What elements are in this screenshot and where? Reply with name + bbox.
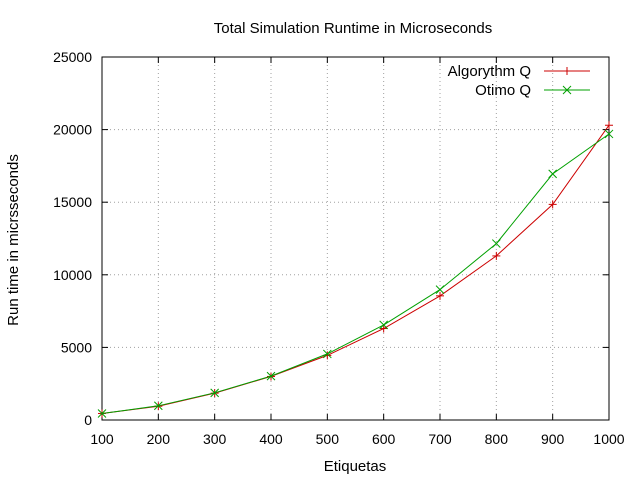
y-tick-label: 10000 <box>53 267 92 283</box>
y-axis: 0 5000 10000 15000 20000 25000 <box>53 49 609 428</box>
x-tick-label: 600 <box>372 431 396 447</box>
y-axis-label: Run time in micrsseconds <box>5 154 22 326</box>
y-tick-label: 25000 <box>53 49 92 65</box>
legend-label: Otimo Q <box>475 82 531 99</box>
y-tick-label: 0 <box>84 412 92 428</box>
series-line <box>101 124 610 414</box>
series-group <box>97 121 614 418</box>
data-point <box>97 409 107 418</box>
series-line <box>101 133 610 414</box>
series-2 <box>97 129 614 418</box>
data-point <box>153 401 163 411</box>
data-point <box>266 371 276 381</box>
legend-marker <box>563 67 571 75</box>
x-tick-label: 400 <box>259 431 283 447</box>
plot-frame <box>101 56 610 421</box>
x-tick-label: 800 <box>485 431 509 447</box>
legend: Algorythm Q Otimo Q <box>448 63 590 99</box>
x-tick-label: 700 <box>428 431 452 447</box>
data-point <box>379 324 388 333</box>
data-point <box>379 320 389 330</box>
x-tick-label: 500 <box>316 431 340 447</box>
data-point <box>548 169 558 179</box>
x-tick-label: 200 <box>147 431 171 447</box>
data-point <box>548 200 557 209</box>
legend-marker <box>562 85 572 95</box>
y-tick-label: 20000 <box>53 122 92 138</box>
x-tick-label: 900 <box>541 431 565 447</box>
x-tick-label: 300 <box>203 431 227 447</box>
series-1 <box>98 121 613 418</box>
y-tick-label: 5000 <box>61 339 92 355</box>
data-point <box>491 239 501 248</box>
data-point <box>210 388 220 398</box>
x-tick-label: 100 <box>90 431 114 447</box>
data-point <box>492 251 501 260</box>
data-point <box>604 129 614 139</box>
data-point <box>436 291 444 300</box>
grid <box>102 57 609 420</box>
chart-title: Total Simulation Runtime in Microseconds <box>214 20 492 37</box>
data-point <box>605 121 613 130</box>
data-point <box>322 349 332 359</box>
x-axis: 100 200 300 400 500 600 700 800 900 1000 <box>90 57 625 447</box>
x-axis-label: Etiquetas <box>324 458 387 475</box>
x-tick-label: 1000 <box>593 431 624 447</box>
legend-label: Algorythm Q <box>448 63 531 80</box>
data-point <box>435 285 445 294</box>
y-tick-label: 15000 <box>53 194 92 210</box>
